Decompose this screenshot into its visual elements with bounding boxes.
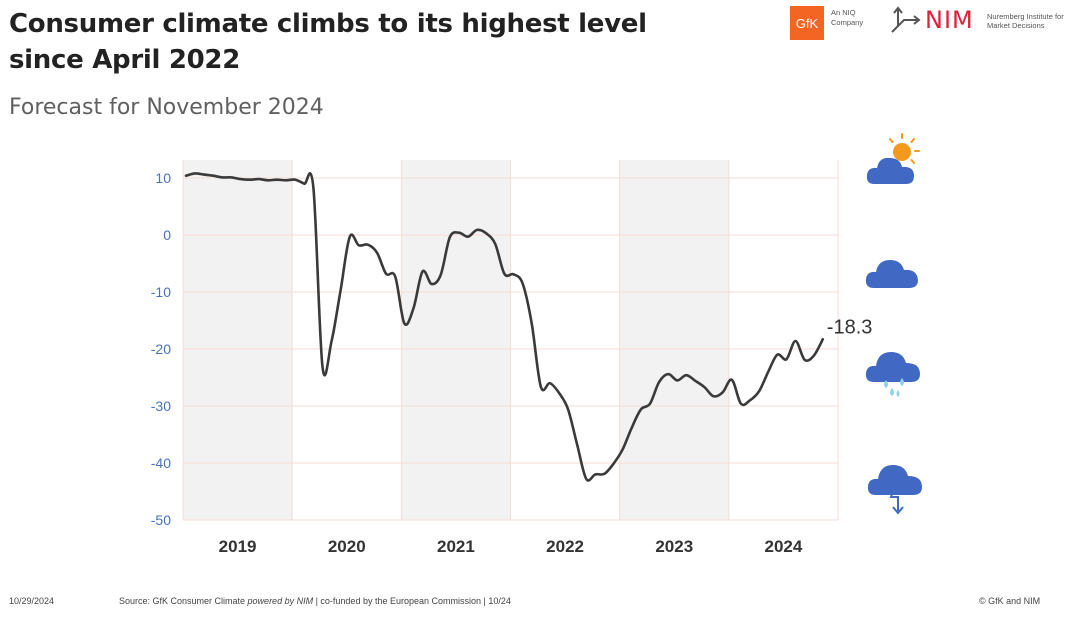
x-year-label: 2021 — [437, 537, 475, 556]
footer-source-powered-by: powered by NIM — [247, 596, 314, 606]
y-axis-ticks: 10 0 -10 -20 -30 -40 -50 — [151, 170, 171, 528]
y-tick-label: 0 — [163, 227, 171, 243]
gfk-tagline: An NIQ Company — [831, 8, 864, 27]
nim-arrow-icon — [891, 6, 921, 33]
gfk-logo-mark: GfK — [795, 15, 819, 31]
x-year-label: 2024 — [765, 537, 803, 556]
footer-source-prefix: Source: GfK Consumer Climate — [119, 596, 248, 606]
sunny-cloud-icon — [866, 133, 920, 184]
x-year-label: 2019 — [219, 537, 257, 556]
y-tick-label: 10 — [155, 170, 171, 186]
footer-copyright: © GfK and NIM — [979, 596, 1041, 606]
chart-subtitle: Forecast for November 2024 — [9, 95, 324, 120]
y-tick-label: -50 — [151, 512, 171, 528]
last-value-label: -18.3 — [827, 316, 873, 338]
nim-logo: NIM — [925, 6, 974, 34]
footer-source-suffix: | co-funded by the European Commission |… — [313, 596, 511, 606]
y-tick-label: -20 — [151, 341, 171, 357]
year-shade-2021 — [401, 160, 511, 520]
year-shade-2019 — [183, 160, 293, 520]
y-tick-label: -30 — [151, 398, 171, 414]
x-year-label: 2023 — [655, 537, 693, 556]
x-axis-year-labels: 2019 2020 2021 2022 2023 2024 — [219, 537, 803, 556]
gfk-logo: GfK — [790, 6, 824, 40]
y-tick-label: -10 — [151, 284, 171, 300]
x-year-label: 2022 — [546, 537, 584, 556]
x-year-label: 2020 — [328, 537, 366, 556]
cloud-icon — [865, 260, 918, 288]
chart-title: Consumer climate climbs to its highest l… — [9, 9, 647, 75]
footer-source: Source: GfK Consumer Climate powered by … — [119, 596, 511, 606]
year-shade-2023 — [619, 160, 729, 520]
nim-tagline: Nuremberg Institute for Market Decisions — [987, 12, 1064, 30]
footer-date: 10/29/2024 — [9, 596, 55, 606]
y-tick-label: -40 — [151, 455, 171, 471]
year-shading — [183, 160, 729, 520]
storm-cloud-icon — [867, 465, 922, 515]
gridlines — [182, 160, 839, 521]
rain-cloud-icon — [865, 352, 920, 397]
series-line — [184, 172, 825, 482]
